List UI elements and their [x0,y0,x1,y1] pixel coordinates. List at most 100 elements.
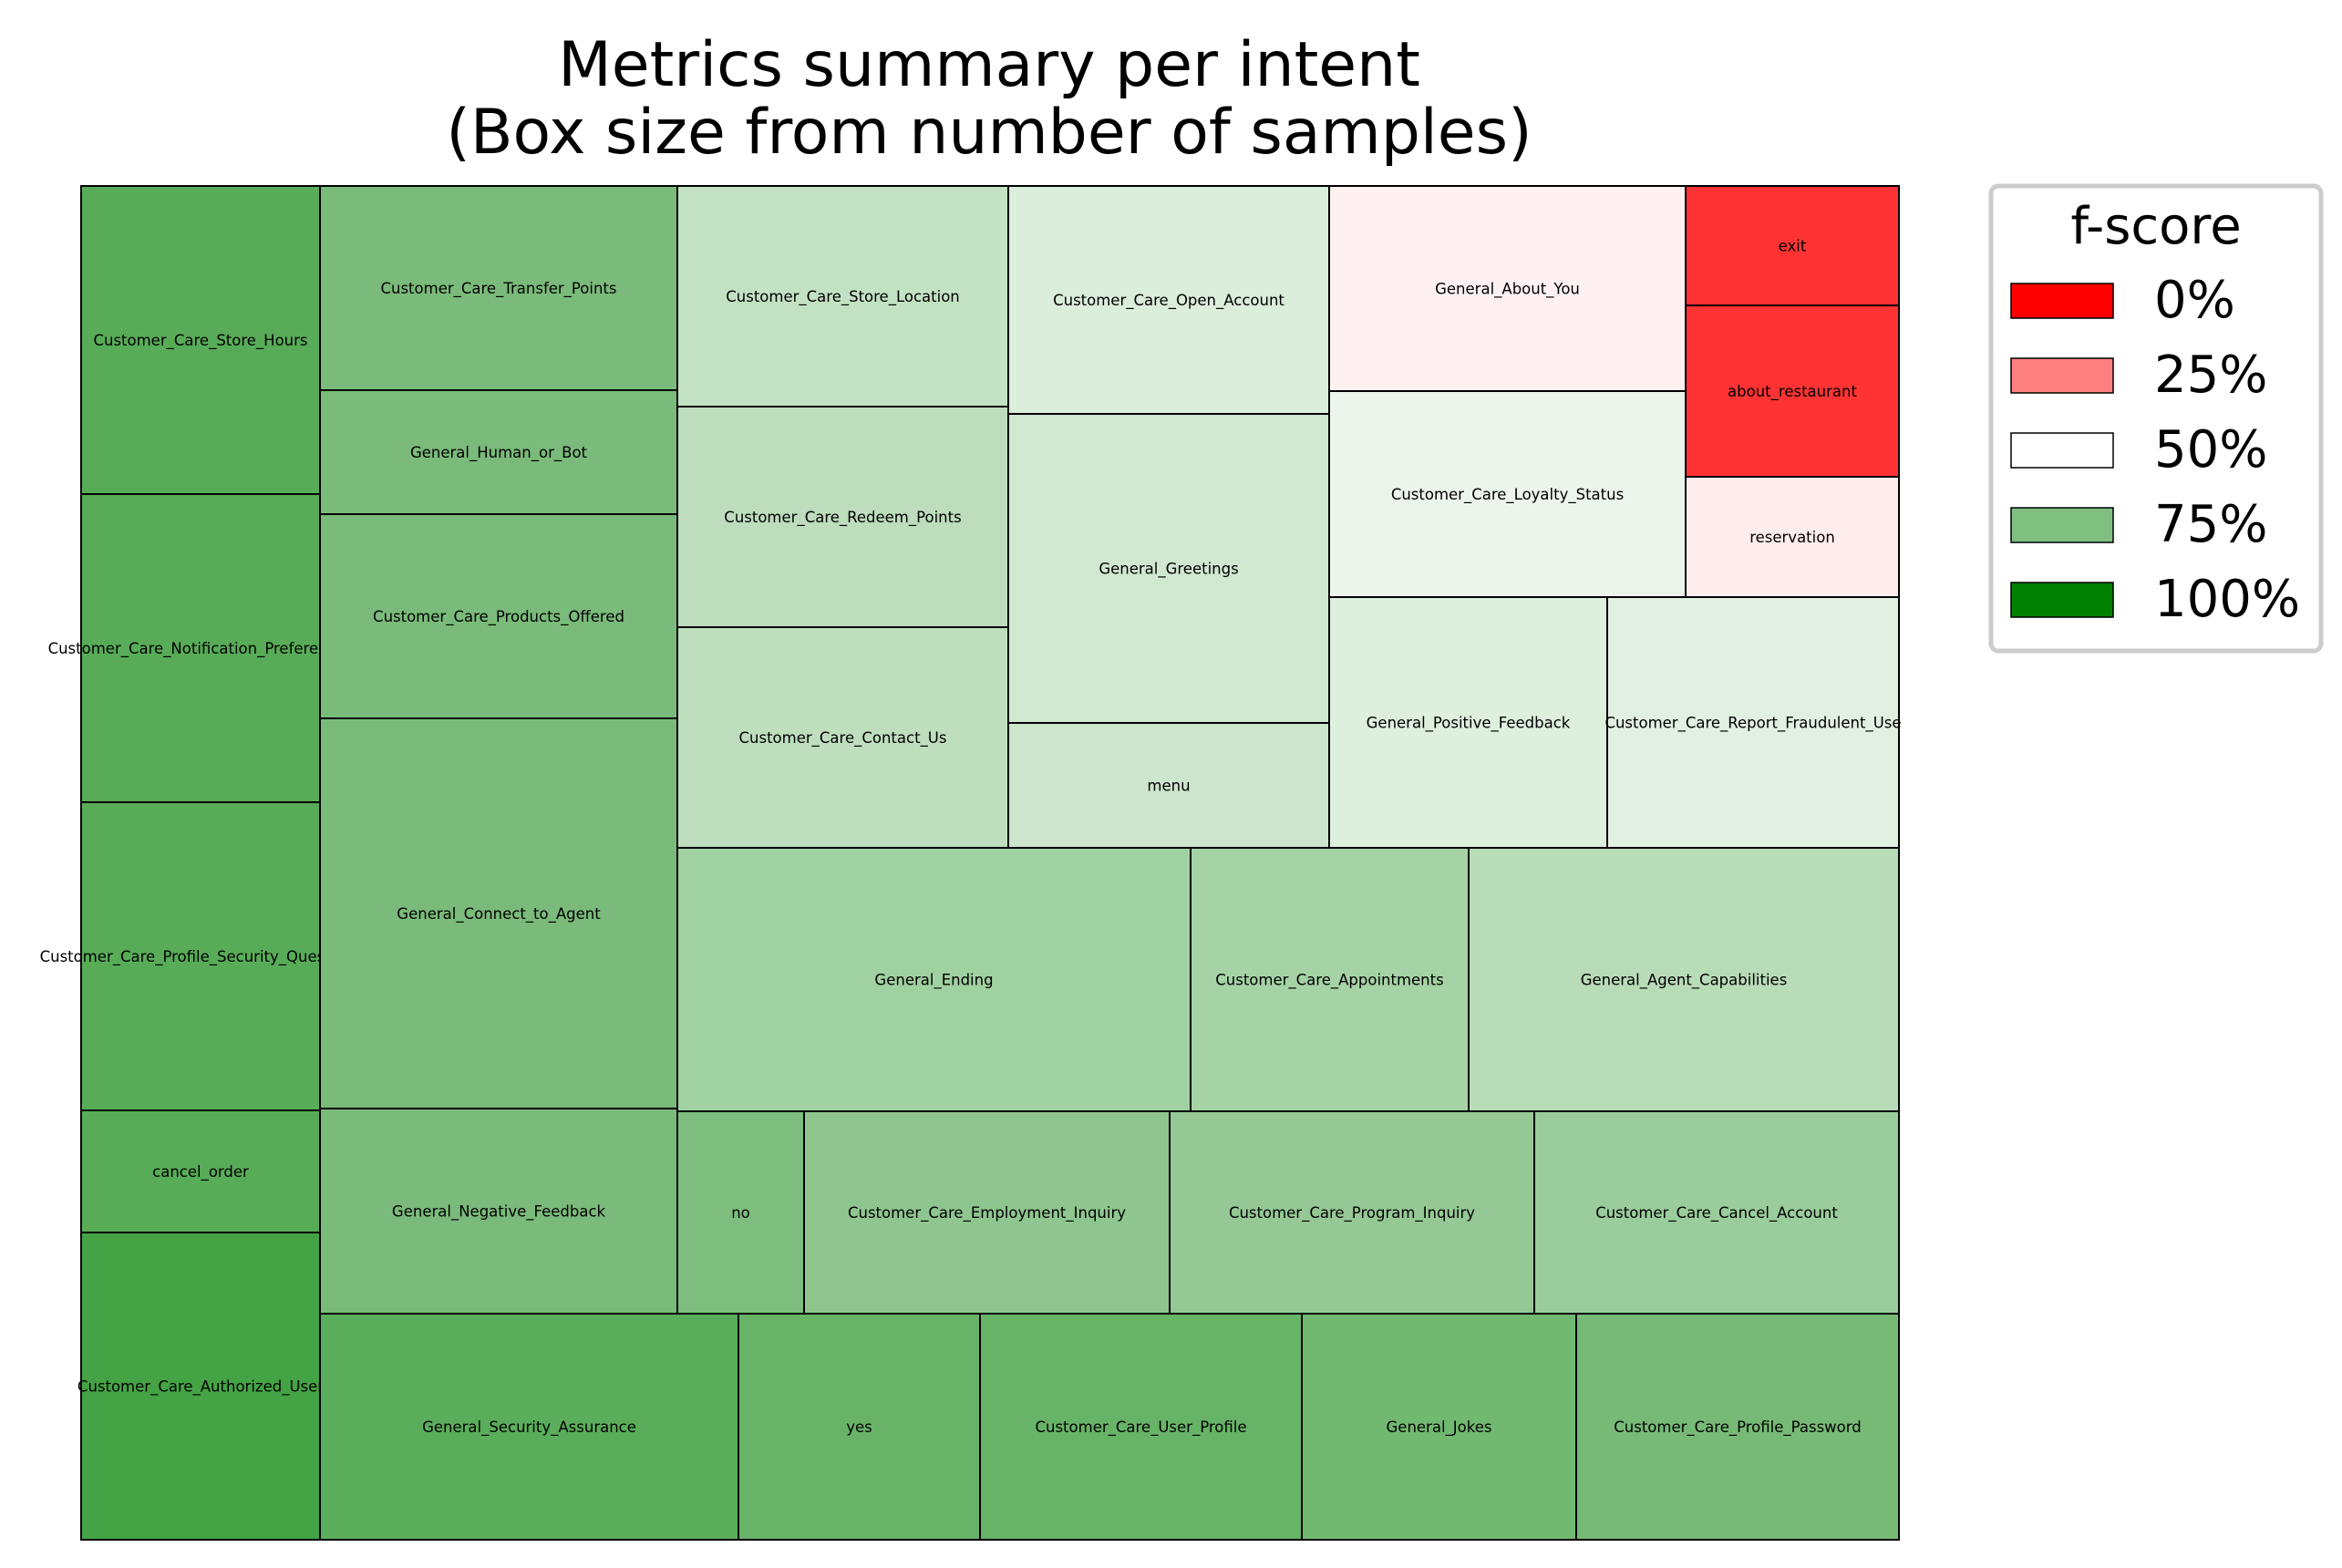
treemap-cell: about_restaurant [1685,304,1900,478]
treemap-cell-label: General_Agent_Capabilities [1581,972,1788,990]
treemap-cell: Customer_Care_Appointments [1190,847,1470,1112]
treemap-cell: Customer_Care_Contact_Us [676,626,1009,849]
treemap-cell-label: General_About_You [1435,281,1580,299]
treemap-cell-label: General_Human_or_Bot [410,444,588,462]
treemap-cell: Customer_Care_Employment_Inquiry [803,1110,1171,1315]
treemap-cell: Customer_Care_Products_Offered [319,513,678,719]
treemap-cell-box [319,1108,678,1315]
treemap-cell: Customer_Care_Profile_Security_Questions [40,801,362,1111]
treemap-cell: General_Ending [676,847,1192,1112]
treemap-cell: General_Negative_Feedback [319,1108,678,1315]
legend-label: 25% [2154,346,2267,405]
treemap-cell-box [676,406,1009,628]
treemap-cell: Customer_Care_Store_Hours [80,185,321,495]
treemap-cell-label: Customer_Care_User_Profile [1035,1418,1246,1437]
treemap-cell-label: Customer_Care_Transfer_Points [380,280,616,298]
treemap-cell-label: Customer_Care_Program_Inquiry [1229,1204,1475,1222]
legend-swatch [2010,283,2114,319]
treemap-cell-box [1606,596,1900,849]
legend-entries: 0% 25% 50% 75% 100% [2010,271,2300,629]
treemap-cell: General_Security_Assurance [319,1313,739,1541]
treemap-cell-box [803,1110,1171,1315]
treemap-cell-box [80,1232,321,1541]
treemap-cell-box [1328,390,1687,598]
treemap-cell-label: Customer_Care_Profile_Password [1614,1418,1861,1437]
treemap-cell-label: menu [1147,778,1190,795]
treemap-cell-label: no [731,1204,750,1222]
treemap-cell-label: yes [846,1418,872,1436]
treemap-cell-box [319,1313,739,1541]
legend: f-score 0% 25% 50% 75% 100% [1988,183,2324,654]
treemap-cell-box [319,513,678,719]
treemap-cell-label: Customer_Care_Profile_Security_Questions [40,948,362,966]
treemap-cell-label: exit [1779,238,1807,255]
chart-title-line-1: Metrics summary per intent [558,29,1420,101]
treemap-cell: Customer_Care_Cancel_Account [1533,1110,1900,1315]
treemap-cell-label: Customer_Care_Open_Account [1053,292,1284,310]
treemap-cell-box [1685,476,1900,598]
treemap-cell-box [1468,847,1900,1112]
treemap-cell-box [1190,847,1470,1112]
legend-swatch [2010,432,2114,469]
treemap-cell-box [1301,1313,1577,1541]
treemap-cell: exit [1685,185,1900,306]
treemap-cell: General_About_You [1328,185,1687,392]
treemap-cell-box [80,185,321,495]
treemap-cell-box [1007,185,1330,415]
legend-swatch [2010,507,2114,543]
treemap-cell-box [319,185,678,391]
treemap-cell: General_Positive_Feedback [1328,596,1608,849]
treemap-cell-box [676,626,1009,849]
treemap-cell-label: General_Jokes [1387,1418,1492,1437]
treemap-cell-label: Customer_Care_Appointments [1215,972,1443,990]
treemap-cell-label: Customer_Care_Store_Location [726,288,960,306]
treemap-cell-box [80,493,321,803]
treemap-cell: Customer_Care_Transfer_Points [319,185,678,391]
treemap-cell-label: General_Connect_to_Agent [397,905,601,923]
legend-label: 50% [2154,420,2267,480]
treemap-cell-label: General_Ending [874,972,993,990]
treemap-cell-box [1169,1110,1535,1315]
treemap-cells: Customer_Care_Store_Hours Customer_Care_N… [40,185,1902,1541]
treemap-cell: General_Connect_to_Agent [319,717,678,1109]
treemap-cell: General_Greetings [1007,413,1330,724]
treemap-cell-box [1007,413,1330,724]
legend-swatch [2010,582,2114,618]
treemap-cell-label: Customer_Care_Contact_Us [739,729,947,748]
treemap-cell-label: General_Security_Assurance [422,1418,636,1437]
legend-title: f-score [2070,197,2241,256]
treemap-cell: Customer_Care_Loyalty_Status [1328,390,1687,598]
treemap-cell-box [1328,596,1608,849]
treemap-cell: Customer_Care_Report_Fraudulent_Use [1604,596,1902,849]
treemap-cell-box [1007,722,1330,849]
treemap-cell-label: Customer_Care_Loyalty_Status [1391,486,1624,504]
treemap-cell: General_Jokes [1301,1313,1577,1541]
treemap-cell-box [80,801,321,1111]
treemap-cell-box [1685,304,1900,478]
treemap-cell-label: about_restaurant [1728,383,1857,401]
treemap-cell-label: cancel_order [152,1163,249,1181]
treemap-cell-label: Customer_Care_Authorized_User [77,1378,324,1397]
treemap-cell-label: General_Greetings [1099,561,1238,579]
treemap-cell-label: Customer_Care_Notification_Preferences [48,640,354,658]
treemap-cell-label: Customer_Care_Employment_Inquiry [848,1204,1126,1222]
legend-swatch [2010,357,2114,394]
treemap-cell: Customer_Care_User_Profile [979,1313,1303,1541]
treemap-cell: Customer_Care_Program_Inquiry [1169,1110,1535,1315]
treemap-cell: no [676,1110,805,1315]
treemap-cell-label: Customer_Care_Redeem_Points [724,509,961,527]
treemap-cell: menu [1007,722,1330,849]
treemap-cell-label: Customer_Care_Store_Hours [93,332,307,350]
treemap-cell: reservation [1685,476,1900,598]
treemap-cell: Customer_Care_Notification_Preferences [48,493,354,803]
treemap-cell: Customer_Care_Profile_Password [1575,1313,1900,1541]
treemap-cell-box [1575,1313,1900,1541]
treemap-cell-box [1685,185,1900,306]
legend-label: 100% [2154,570,2300,629]
treemap-cell: cancel_order [80,1109,321,1233]
treemap-cell-box [80,1109,321,1233]
treemap-cell: Customer_Care_Open_Account [1007,185,1330,415]
treemap-cell-label: Customer_Care_Cancel_Account [1595,1204,1838,1222]
treemap-cell-box [1328,185,1687,392]
treemap-cell-label: reservation [1749,529,1835,546]
